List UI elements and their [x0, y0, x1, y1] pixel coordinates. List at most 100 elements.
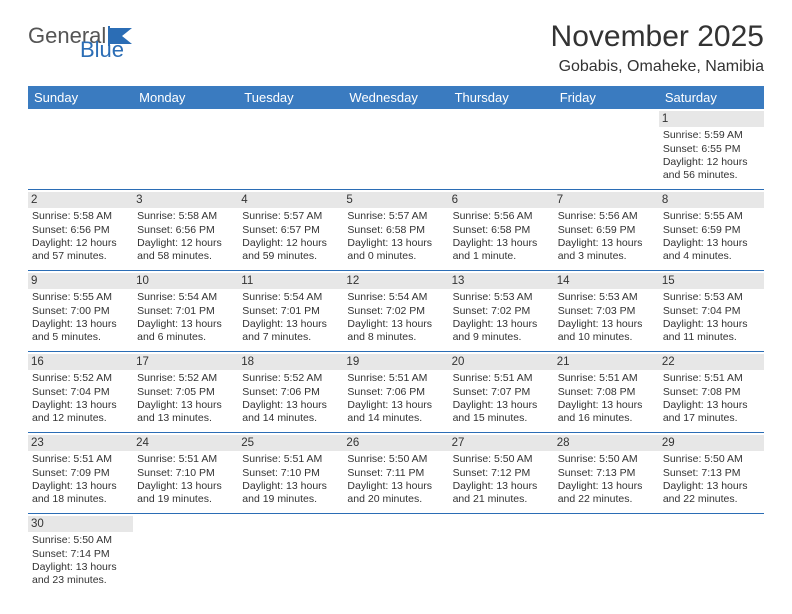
- day-number: 6: [449, 192, 554, 208]
- logo: General Blue: [28, 26, 134, 60]
- daylight-text: Daylight: 13 hours and 18 minutes.: [32, 480, 129, 506]
- daylight-text: Daylight: 13 hours and 6 minutes.: [137, 318, 234, 344]
- day-number: 18: [238, 354, 343, 370]
- col-sunday: Sunday: [28, 86, 133, 109]
- day-number: 8: [659, 192, 764, 208]
- sunrise-text: Sunrise: 5:51 AM: [137, 453, 234, 466]
- day-number: 24: [133, 435, 238, 451]
- calendar-cell: 15Sunrise: 5:53 AMSunset: 7:04 PMDayligh…: [659, 271, 764, 352]
- calendar-cell: 9Sunrise: 5:55 AMSunset: 7:00 PMDaylight…: [28, 271, 133, 352]
- col-wednesday: Wednesday: [343, 86, 448, 109]
- daylight-text: Daylight: 12 hours and 56 minutes.: [663, 156, 760, 182]
- sunset-text: Sunset: 7:09 PM: [32, 467, 129, 480]
- day-number: 12: [343, 273, 448, 289]
- header-row: Sunday Monday Tuesday Wednesday Thursday…: [28, 86, 764, 109]
- logo-text-blue: Blue: [80, 40, 134, 60]
- daylight-text: Daylight: 13 hours and 11 minutes.: [663, 318, 760, 344]
- calendar-row: 30Sunrise: 5:50 AMSunset: 7:14 PMDayligh…: [28, 514, 764, 595]
- daylight-text: Daylight: 13 hours and 16 minutes.: [558, 399, 655, 425]
- sunset-text: Sunset: 7:01 PM: [137, 305, 234, 318]
- sunset-text: Sunset: 7:10 PM: [242, 467, 339, 480]
- sunrise-text: Sunrise: 5:51 AM: [347, 372, 444, 385]
- daylight-text: Daylight: 13 hours and 10 minutes.: [558, 318, 655, 344]
- daylight-text: Daylight: 12 hours and 57 minutes.: [32, 237, 129, 263]
- sunset-text: Sunset: 6:59 PM: [663, 224, 760, 237]
- col-tuesday: Tuesday: [238, 86, 343, 109]
- sunrise-text: Sunrise: 5:50 AM: [558, 453, 655, 466]
- sunrise-text: Sunrise: 5:51 AM: [32, 453, 129, 466]
- sunrise-text: Sunrise: 5:58 AM: [32, 210, 129, 223]
- sunset-text: Sunset: 7:13 PM: [558, 467, 655, 480]
- daylight-text: Daylight: 13 hours and 15 minutes.: [453, 399, 550, 425]
- page-title: November 2025: [551, 20, 764, 54]
- calendar-cell: 8Sunrise: 5:55 AMSunset: 6:59 PMDaylight…: [659, 190, 764, 271]
- calendar-cell: 27Sunrise: 5:50 AMSunset: 7:12 PMDayligh…: [449, 433, 554, 514]
- day-number: 19: [343, 354, 448, 370]
- calendar-cell: 12Sunrise: 5:54 AMSunset: 7:02 PMDayligh…: [343, 271, 448, 352]
- calendar-cell: 7Sunrise: 5:56 AMSunset: 6:59 PMDaylight…: [554, 190, 659, 271]
- sunset-text: Sunset: 6:58 PM: [347, 224, 444, 237]
- sunrise-text: Sunrise: 5:53 AM: [663, 291, 760, 304]
- day-number: 27: [449, 435, 554, 451]
- sunset-text: Sunset: 7:03 PM: [558, 305, 655, 318]
- calendar-cell: 25Sunrise: 5:51 AMSunset: 7:10 PMDayligh…: [238, 433, 343, 514]
- calendar-cell: 20Sunrise: 5:51 AMSunset: 7:07 PMDayligh…: [449, 352, 554, 433]
- calendar-cell: [449, 109, 554, 190]
- calendar-cell: 19Sunrise: 5:51 AMSunset: 7:06 PMDayligh…: [343, 352, 448, 433]
- daylight-text: Daylight: 13 hours and 9 minutes.: [453, 318, 550, 344]
- sunrise-text: Sunrise: 5:52 AM: [137, 372, 234, 385]
- sunset-text: Sunset: 7:13 PM: [663, 467, 760, 480]
- sunrise-text: Sunrise: 5:53 AM: [558, 291, 655, 304]
- daylight-text: Daylight: 13 hours and 19 minutes.: [242, 480, 339, 506]
- calendar-cell: [554, 109, 659, 190]
- daylight-text: Daylight: 13 hours and 1 minute.: [453, 237, 550, 263]
- daylight-text: Daylight: 13 hours and 22 minutes.: [558, 480, 655, 506]
- calendar-row: 9Sunrise: 5:55 AMSunset: 7:00 PMDaylight…: [28, 271, 764, 352]
- col-monday: Monday: [133, 86, 238, 109]
- sunset-text: Sunset: 6:59 PM: [558, 224, 655, 237]
- sunset-text: Sunset: 7:05 PM: [137, 386, 234, 399]
- daylight-text: Daylight: 13 hours and 23 minutes.: [32, 561, 129, 587]
- day-number: 4: [238, 192, 343, 208]
- sunset-text: Sunset: 7:08 PM: [663, 386, 760, 399]
- daylight-text: Daylight: 13 hours and 20 minutes.: [347, 480, 444, 506]
- sunset-text: Sunset: 6:57 PM: [242, 224, 339, 237]
- sunset-text: Sunset: 7:12 PM: [453, 467, 550, 480]
- sunset-text: Sunset: 7:02 PM: [453, 305, 550, 318]
- calendar-cell: 5Sunrise: 5:57 AMSunset: 6:58 PMDaylight…: [343, 190, 448, 271]
- page-subtitle: Gobabis, Omaheke, Namibia: [551, 58, 764, 76]
- day-number: 9: [28, 273, 133, 289]
- sunrise-text: Sunrise: 5:55 AM: [663, 210, 760, 223]
- sunrise-text: Sunrise: 5:54 AM: [242, 291, 339, 304]
- calendar-cell: 30Sunrise: 5:50 AMSunset: 7:14 PMDayligh…: [28, 514, 133, 595]
- calendar-cell: 6Sunrise: 5:56 AMSunset: 6:58 PMDaylight…: [449, 190, 554, 271]
- calendar-cell: [554, 514, 659, 595]
- daylight-text: Daylight: 12 hours and 59 minutes.: [242, 237, 339, 263]
- sunrise-text: Sunrise: 5:50 AM: [663, 453, 760, 466]
- calendar-cell: 11Sunrise: 5:54 AMSunset: 7:01 PMDayligh…: [238, 271, 343, 352]
- col-friday: Friday: [554, 86, 659, 109]
- calendar-cell: [659, 514, 764, 595]
- sunrise-text: Sunrise: 5:58 AM: [137, 210, 234, 223]
- sunset-text: Sunset: 7:07 PM: [453, 386, 550, 399]
- sunrise-text: Sunrise: 5:59 AM: [663, 129, 760, 142]
- sunrise-text: Sunrise: 5:57 AM: [242, 210, 339, 223]
- calendar-cell: [133, 514, 238, 595]
- day-number: 25: [238, 435, 343, 451]
- day-number: 5: [343, 192, 448, 208]
- day-number: 7: [554, 192, 659, 208]
- sunrise-text: Sunrise: 5:51 AM: [453, 372, 550, 385]
- sunset-text: Sunset: 7:01 PM: [242, 305, 339, 318]
- daylight-text: Daylight: 13 hours and 17 minutes.: [663, 399, 760, 425]
- day-number: 16: [28, 354, 133, 370]
- day-number: 2: [28, 192, 133, 208]
- sunrise-text: Sunrise: 5:51 AM: [558, 372, 655, 385]
- calendar-cell: 16Sunrise: 5:52 AMSunset: 7:04 PMDayligh…: [28, 352, 133, 433]
- calendar-cell: 18Sunrise: 5:52 AMSunset: 7:06 PMDayligh…: [238, 352, 343, 433]
- calendar-cell: 14Sunrise: 5:53 AMSunset: 7:03 PMDayligh…: [554, 271, 659, 352]
- daylight-text: Daylight: 13 hours and 19 minutes.: [137, 480, 234, 506]
- day-number: 11: [238, 273, 343, 289]
- sunset-text: Sunset: 7:06 PM: [242, 386, 339, 399]
- daylight-text: Daylight: 12 hours and 58 minutes.: [137, 237, 234, 263]
- sunset-text: Sunset: 7:00 PM: [32, 305, 129, 318]
